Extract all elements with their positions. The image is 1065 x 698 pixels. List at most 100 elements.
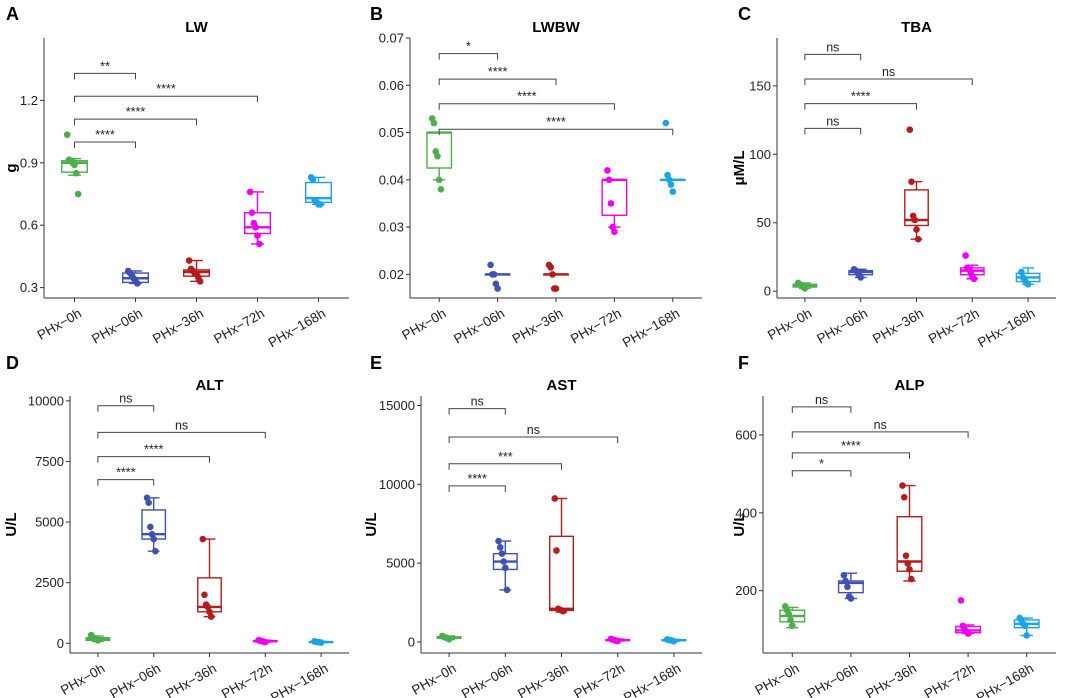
panel-B: B LWBW 0.02 0.03 0.04 0.05 0.06 0.07 PHx−0h PHx−0…: [370, 4, 702, 350]
data-point: [670, 637, 678, 645]
significance-label: ns: [471, 395, 484, 409]
y-tick-label: 150: [749, 78, 771, 93]
chart-title: AST: [547, 377, 577, 394]
x-tick-label: PHx−36h: [150, 306, 206, 347]
panel-letter: A: [6, 4, 19, 24]
data-point: [435, 176, 443, 184]
significance-bracket: [97, 456, 210, 463]
data-point: [549, 271, 556, 278]
significance-label: ns: [527, 423, 540, 437]
chart-title: LW: [185, 19, 208, 36]
y-tick-label: 50: [757, 215, 771, 230]
x-tick-label: PHx−72h: [571, 661, 627, 698]
significance-label: ns: [826, 40, 839, 54]
significance-label: ****: [467, 472, 487, 486]
data-point: [496, 544, 504, 551]
data-point: [434, 152, 441, 160]
data-point: [71, 161, 78, 169]
x-tick-label: PHx−168h: [268, 661, 330, 698]
significance-bracket: [74, 118, 197, 126]
significance-bracket: [804, 78, 973, 86]
x-tick-label: PHx−72h: [926, 306, 982, 347]
data-point: [559, 607, 567, 615]
data-point: [317, 639, 325, 646]
significance-bracket: [97, 479, 155, 486]
data-point: [147, 523, 154, 531]
x-tick-label: PHx−0h: [765, 306, 814, 343]
y-tick-label: 0.04: [379, 172, 404, 187]
data-point: [604, 167, 611, 174]
data-point: [605, 176, 613, 184]
box-PHx-0h: [426, 131, 453, 169]
data-point: [317, 201, 324, 208]
x-tick-label: PHx−0h: [752, 661, 801, 698]
data-point: [908, 178, 915, 185]
y-axis-label: U/L: [363, 512, 380, 536]
x-tick-label: PHx−72h: [219, 661, 275, 698]
x-tick-label: PHx−06h: [107, 661, 163, 698]
significance-bracket: [438, 78, 557, 86]
data-point: [498, 550, 506, 557]
y-tick-label: 600: [735, 427, 757, 442]
x-tick-label: PHx−06h: [89, 306, 145, 347]
significance-label: ****: [488, 65, 508, 79]
data-point: [150, 535, 157, 543]
significance-label: ****: [517, 90, 537, 104]
panel-letter: D: [6, 353, 19, 373]
y-tick-label: 200: [735, 583, 757, 598]
significance-bracket: [448, 463, 562, 470]
significance-bracket: [97, 405, 155, 412]
data-point: [262, 638, 269, 646]
panel-letter: B: [370, 4, 383, 24]
data-point: [94, 637, 102, 644]
significance-bracket: [438, 103, 615, 110]
significance-label: ns: [882, 65, 895, 79]
y-tick-label: 0: [408, 634, 415, 649]
significance-label: ****: [546, 115, 566, 129]
data-point: [801, 285, 809, 292]
data-point: [1018, 268, 1025, 276]
significance-bracket: [448, 408, 506, 415]
data-point: [662, 119, 670, 127]
data-point: [906, 126, 914, 133]
x-tick-label: PHx−36h: [510, 306, 566, 347]
data-point: [899, 482, 906, 489]
y-tick-label: 1.2: [20, 93, 38, 108]
data-point: [495, 537, 502, 545]
x-tick-label: PHx−06h: [459, 661, 515, 698]
data-point: [911, 216, 919, 224]
significance-label: ****: [95, 128, 115, 142]
significance-label: ****: [126, 105, 146, 119]
significance-label: ns: [119, 392, 132, 406]
x-tick-label: PHx−0h: [399, 306, 448, 343]
significance-label: ****: [116, 466, 136, 480]
data-point: [900, 493, 908, 501]
x-tick-label: PHx−0h: [35, 306, 84, 343]
data-point: [494, 285, 501, 292]
y-tick-label: 0: [764, 284, 771, 299]
y-axis-label: U/L: [3, 512, 20, 536]
significance-bracket: [804, 103, 917, 110]
data-point: [914, 235, 922, 243]
x-tick-label: PHx−06h: [804, 661, 860, 698]
data-point: [902, 552, 910, 559]
data-point: [614, 637, 621, 645]
data-point: [553, 547, 560, 554]
data-point: [667, 181, 675, 188]
data-point: [502, 564, 509, 572]
x-tick-label: PHx−72h: [568, 306, 624, 347]
x-tick-label: PHx−06h: [814, 306, 870, 347]
significance-label: **: [100, 59, 110, 73]
panel-letter: E: [370, 353, 382, 373]
chart-title: ALP: [895, 377, 925, 394]
data-point: [904, 560, 912, 567]
box-PHx-36h: [548, 535, 575, 612]
significance-label: ****: [841, 439, 861, 453]
y-tick-label: 2500: [35, 575, 64, 590]
data-point: [906, 565, 913, 573]
data-point: [256, 240, 263, 248]
x-tick-label: PHx−36h: [515, 661, 571, 698]
data-point: [844, 583, 851, 591]
panel-E: E AST U/L 0 5000 10000 15000 PHx−0h PHx−06h PHx−3…: [363, 353, 702, 698]
